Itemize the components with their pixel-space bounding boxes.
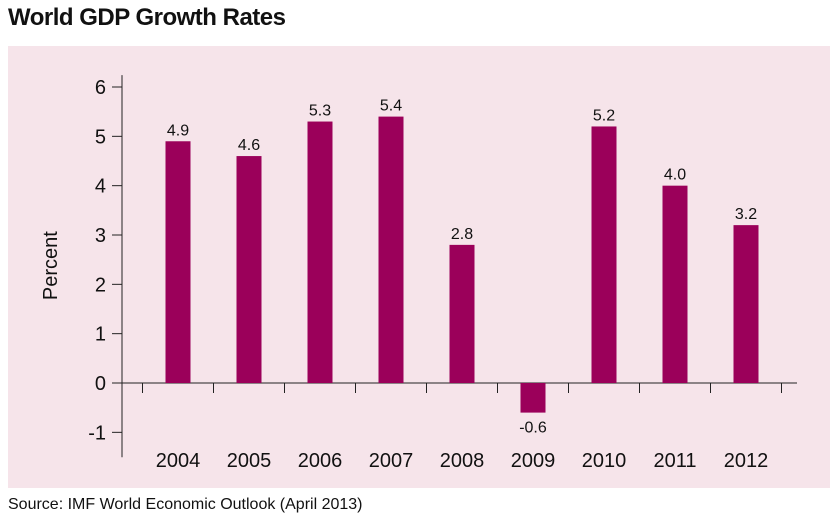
y-tick-label: 0 xyxy=(95,373,106,395)
bar-2006 xyxy=(307,121,333,384)
y-tick-label: 2 xyxy=(95,274,106,296)
x-tick-label-2006: 2006 xyxy=(298,450,343,472)
x-tick-label-2007: 2007 xyxy=(369,450,414,472)
bar-2008 xyxy=(449,244,475,383)
chart-title: World GDP Growth Rates xyxy=(8,4,286,31)
y-tick-label: 4 xyxy=(95,176,106,198)
data-label-2011: 4.0 xyxy=(664,167,686,184)
bar-2007 xyxy=(378,116,404,383)
y-tick-label: 1 xyxy=(95,324,106,346)
data-label-2010: 5.2 xyxy=(593,107,615,124)
x-tick-label-2011: 2011 xyxy=(653,450,696,472)
x-tick-label-2012: 2012 xyxy=(724,450,769,472)
data-label-2012: 3.2 xyxy=(735,206,757,223)
bar-2009 xyxy=(520,383,546,413)
data-label-2005: 4.6 xyxy=(238,137,260,154)
y-tick-label: 5 xyxy=(95,126,106,148)
data-label-2006: 5.3 xyxy=(309,103,331,120)
y-tick-label: 3 xyxy=(95,225,106,247)
x-tick-label-2008: 2008 xyxy=(440,450,485,472)
bar-2011 xyxy=(662,185,688,383)
bar-2004 xyxy=(165,141,191,383)
data-label-2007: 5.4 xyxy=(380,98,402,115)
bar-2012 xyxy=(733,225,759,383)
chart-panel xyxy=(8,46,830,488)
x-tick-label-2004: 2004 xyxy=(156,450,201,472)
source-note: Source: IMF World Economic Outlook (Apri… xyxy=(8,496,363,513)
bar-2010 xyxy=(591,126,617,383)
y-tick-label: 6 xyxy=(95,77,106,99)
bar-2005 xyxy=(236,156,262,383)
x-tick-label-2009: 2009 xyxy=(511,450,556,472)
data-label-2009: -0.6 xyxy=(519,420,547,437)
y-axis-title: Percent xyxy=(40,231,62,300)
x-tick-label-2005: 2005 xyxy=(227,450,272,472)
y-tick-label: -1 xyxy=(88,422,106,444)
data-label-2008: 2.8 xyxy=(451,226,473,243)
data-label-2004: 4.9 xyxy=(167,122,189,139)
x-tick-label-2010: 2010 xyxy=(582,450,627,472)
